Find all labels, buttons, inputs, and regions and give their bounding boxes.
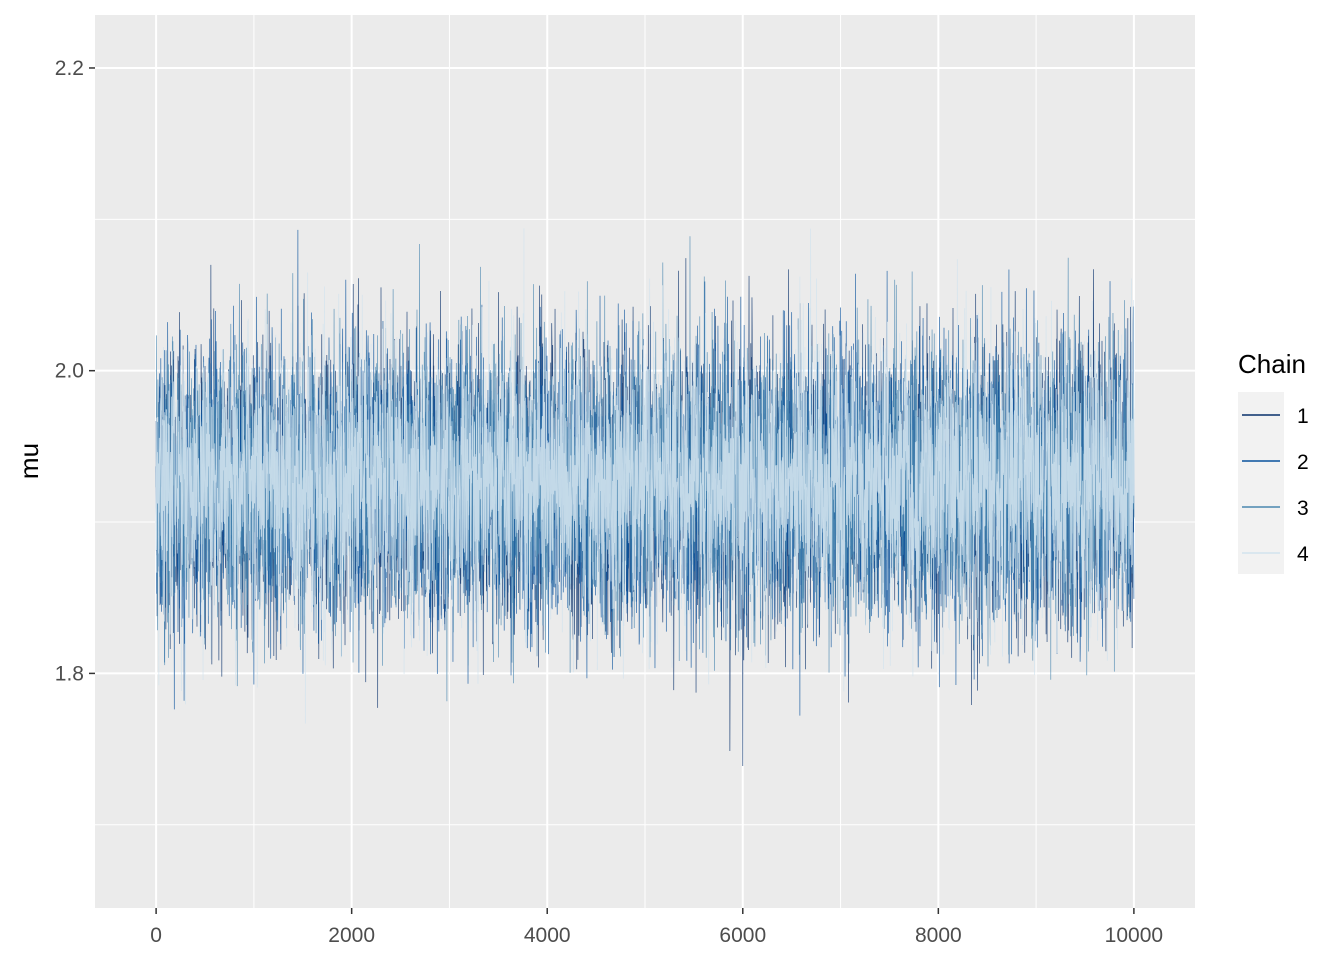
chain-4-trace bbox=[155, 228, 1135, 724]
x-tick-label: 0 bbox=[150, 924, 162, 947]
legend-label-1: 1 bbox=[1297, 405, 1309, 428]
legend-title: Chain bbox=[1238, 349, 1306, 379]
y-axis: 1.8 2.0 2.2 bbox=[55, 57, 95, 685]
y-axis-title: mu bbox=[14, 443, 44, 479]
legend-key-background bbox=[1238, 392, 1284, 574]
chain-traces bbox=[155, 228, 1135, 767]
legend-label-4: 4 bbox=[1297, 543, 1309, 566]
legend: Chain 1 2 3 4 bbox=[1238, 349, 1309, 574]
y-tick-label: 2.2 bbox=[55, 57, 84, 80]
x-tick-label: 4000 bbox=[524, 924, 571, 947]
x-tick-label: 8000 bbox=[915, 924, 962, 947]
y-tick-label: 2.0 bbox=[55, 360, 84, 383]
legend-label-2: 2 bbox=[1297, 451, 1309, 474]
x-tick-label: 10000 bbox=[1105, 924, 1163, 947]
x-tick-label: 6000 bbox=[719, 924, 766, 947]
y-tick-label: 1.8 bbox=[55, 662, 84, 685]
x-tick-label: 2000 bbox=[328, 924, 375, 947]
x-axis: 0 2000 4000 6000 8000 10000 bbox=[150, 908, 1163, 947]
legend-label-3: 3 bbox=[1297, 497, 1309, 520]
